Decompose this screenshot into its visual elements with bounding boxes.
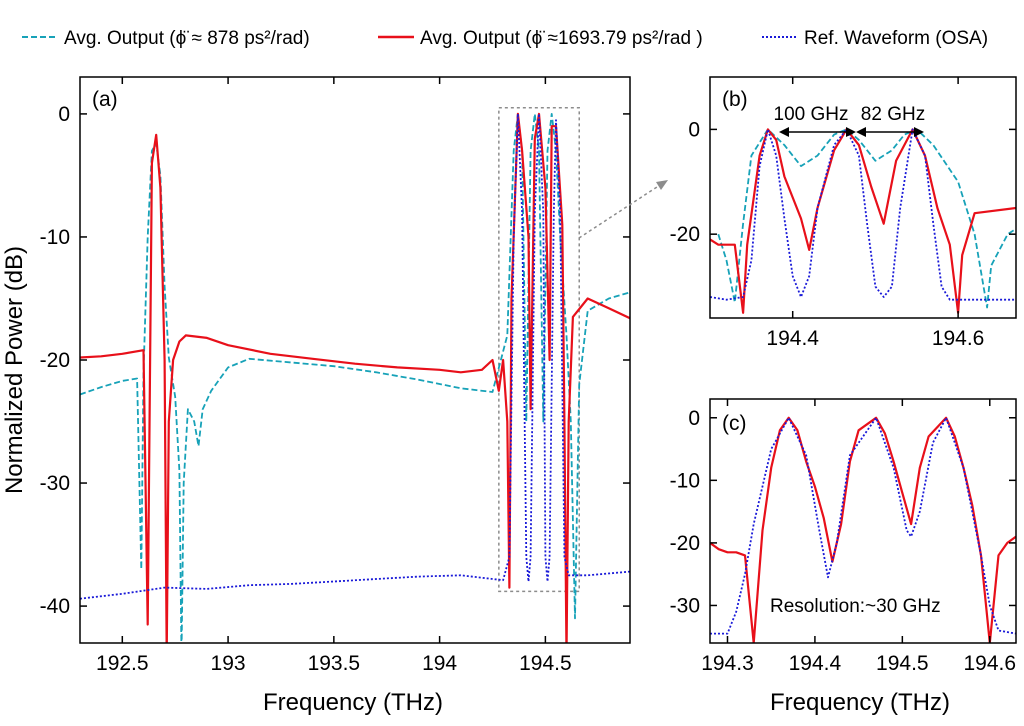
series-red-line bbox=[80, 112, 630, 643]
x-tick-label: 194.3 bbox=[701, 652, 754, 675]
y-tick-label: -20 bbox=[670, 223, 700, 246]
spacing-arrow-2-head-right bbox=[914, 127, 924, 137]
panel-b: 194.4 194.6 0 -20 bbox=[670, 76, 1017, 350]
panel-c-label: (c) bbox=[722, 412, 747, 435]
x-tick-label: 194.6 bbox=[963, 652, 1016, 675]
x-tick-label: 193 bbox=[211, 652, 246, 675]
panel-a-series bbox=[80, 112, 630, 643]
panel-a: 192.5 193 193.5 194 194.5 0 -10 -20 -30 -40 bbox=[40, 76, 631, 675]
panel-a-xlabel: Frequency (THz) bbox=[263, 689, 443, 716]
spacing-arrow-1-head-right bbox=[846, 127, 856, 137]
y-tick-label: -30 bbox=[670, 594, 700, 617]
panel-a-frame bbox=[79, 76, 631, 644]
x-tick-label: 194.5 bbox=[519, 652, 572, 675]
zoom-connector-arrowhead bbox=[656, 180, 668, 190]
series-cyan-line bbox=[717, 128, 1016, 309]
series-red-line bbox=[710, 128, 1016, 314]
legend: Avg. Output (ϕ̈ ≈ 878 ps²/rad) Avg. Outp… bbox=[22, 28, 988, 49]
y-tick-label: -30 bbox=[40, 472, 70, 495]
x-tick-label: 194 bbox=[422, 652, 457, 675]
x-tick-label: 193.5 bbox=[308, 652, 361, 675]
legend-label-red: Avg. Output (ϕ̈ ≈1693.79 ps²/rad ) bbox=[420, 28, 703, 49]
spacing-arrow-1-head-left bbox=[779, 127, 789, 137]
x-tick-label: 194.5 bbox=[876, 652, 929, 675]
legend-label-cyan: Avg. Output (ϕ̈ ≈ 878 ps²/rad) bbox=[64, 28, 310, 49]
panel-c: 194.3 194.4 194.5 194.6 0 -10 -20 -30 bbox=[670, 398, 1017, 675]
panel-b-annotations: 100 GHz 82 GHz bbox=[774, 104, 925, 137]
panel-b-frame bbox=[709, 76, 1017, 319]
panel-a-ylabel: Normalized Power (dB) bbox=[1, 246, 28, 494]
x-tick-label: 194.4 bbox=[766, 327, 819, 350]
legend-label-blue: Ref. Waveform (OSA) bbox=[804, 28, 988, 49]
resolution-annotation: Resolution:~30 GHz bbox=[770, 596, 941, 617]
y-tick-label: -10 bbox=[40, 226, 70, 249]
series-blue-line bbox=[80, 113, 630, 600]
x-tick-label: 192.5 bbox=[96, 652, 149, 675]
y-tick-label: 0 bbox=[58, 103, 70, 126]
y-tick-label: 0 bbox=[688, 407, 700, 430]
spacing-label-2: 82 GHz bbox=[861, 104, 925, 125]
x-tick-label: 194.6 bbox=[932, 327, 985, 350]
zoom-connector bbox=[578, 180, 668, 239]
y-tick-label: -20 bbox=[40, 349, 70, 372]
panel-b-series bbox=[710, 128, 1016, 314]
series-blue-line bbox=[710, 128, 1016, 301]
panel-c-series bbox=[710, 416, 1016, 643]
panel-c-xlabel: Frequency (THz) bbox=[770, 689, 950, 716]
y-tick-label: -40 bbox=[40, 595, 70, 618]
panel-b-label: (b) bbox=[722, 88, 748, 111]
panel-a-label: (a) bbox=[92, 88, 118, 111]
y-tick-label: -20 bbox=[670, 532, 700, 555]
spacing-label-1: 100 GHz bbox=[774, 104, 849, 125]
x-tick-label: 194.4 bbox=[789, 652, 842, 675]
series-blue-line bbox=[710, 416, 1016, 635]
y-tick-label: 0 bbox=[688, 118, 700, 141]
panel-c-frame bbox=[709, 398, 1017, 644]
y-tick-label: -10 bbox=[670, 469, 700, 492]
zoom-connector-line bbox=[578, 184, 661, 239]
series-cyan-line bbox=[80, 113, 630, 643]
spacing-arrow-2-head-left bbox=[856, 127, 866, 137]
